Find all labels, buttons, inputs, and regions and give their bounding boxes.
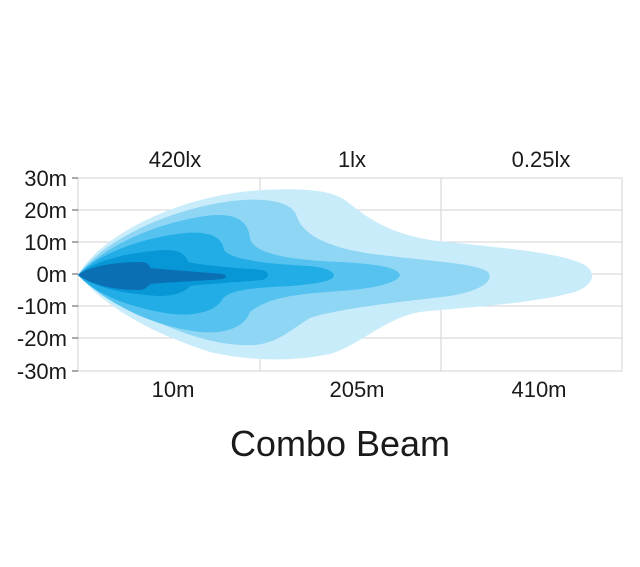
y-tick-label: 0m — [36, 262, 67, 287]
x-tick-label-near: 10m — [152, 377, 195, 402]
y-tick-label: 10m — [24, 230, 67, 255]
diagram-title: Combo Beam — [230, 423, 450, 464]
lux-label-inner: 420lx — [149, 147, 202, 172]
y-tick-marks — [72, 177, 78, 372]
y-tick-label: 30m — [24, 166, 67, 191]
x-tick-label-mid: 205m — [329, 377, 384, 402]
y-tick-label: 20m — [24, 198, 67, 223]
x-tick-label-far: 410m — [511, 377, 566, 402]
lux-label-middle: 1lx — [338, 147, 366, 172]
beam-zone-core — [78, 262, 226, 290]
y-tick-label: -20m — [17, 326, 67, 351]
y-tick-label: -30m — [17, 359, 67, 384]
beam-zones — [78, 189, 593, 360]
lux-label-outer: 0.25lx — [512, 147, 571, 172]
y-tick-label: -10m — [17, 294, 67, 319]
